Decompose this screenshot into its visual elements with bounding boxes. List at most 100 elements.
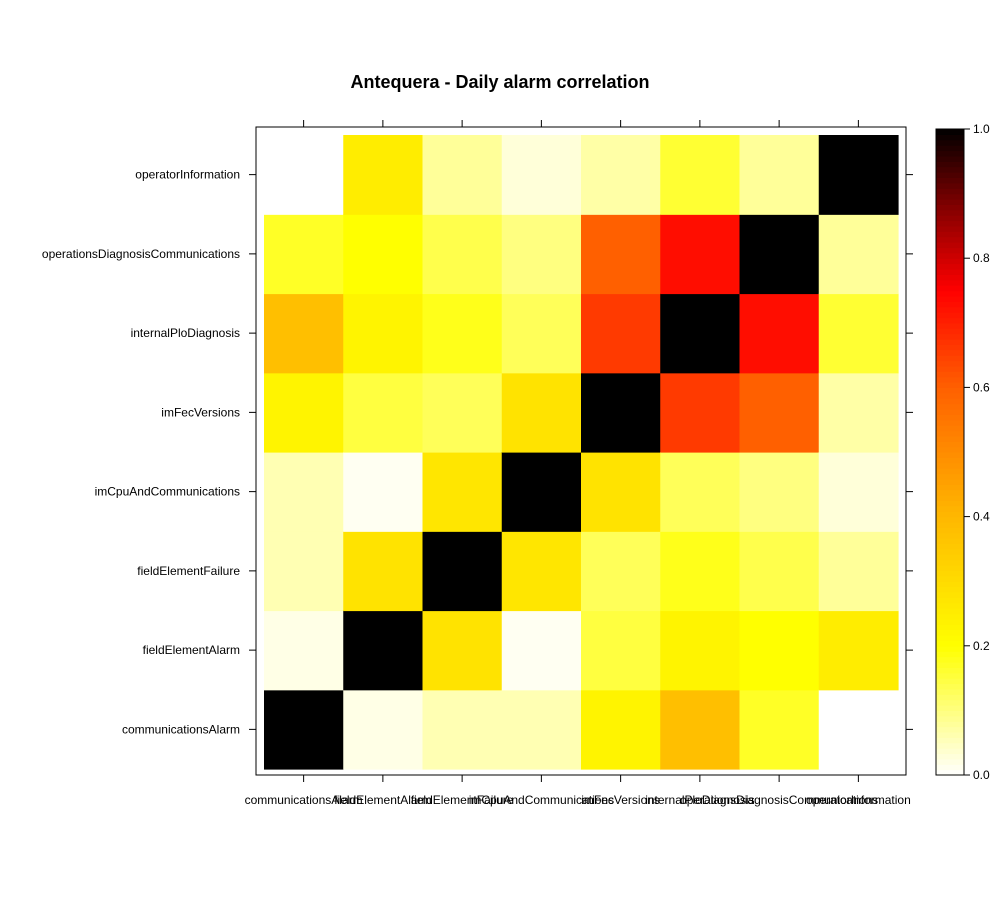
heatmap-cell bbox=[501, 689, 582, 770]
heatmap-cell bbox=[581, 372, 661, 453]
colorbar-swatch bbox=[936, 306, 964, 313]
colorbar-swatch bbox=[936, 602, 964, 609]
heatmap-cell bbox=[818, 293, 899, 374]
colorbar-swatch bbox=[936, 290, 964, 297]
colorbar-swatch bbox=[936, 322, 964, 329]
colorbar-tick-label: 0.0 bbox=[973, 768, 990, 782]
colorbar-swatch bbox=[936, 301, 964, 308]
heatmap-cell bbox=[739, 293, 820, 374]
colorbar-swatch bbox=[936, 204, 964, 211]
colorbar-tick-label: 0.2 bbox=[973, 639, 990, 653]
colorbar-swatch bbox=[936, 382, 964, 388]
colorbar-swatch bbox=[936, 134, 964, 141]
plot-frame bbox=[255, 126, 907, 776]
heatmap-cell bbox=[264, 531, 344, 612]
heatmap-cell bbox=[343, 214, 424, 295]
colorbar-swatch bbox=[936, 731, 964, 738]
chart-title: Antequera - Daily alarm correlation bbox=[350, 72, 649, 92]
colorbar-swatch bbox=[936, 769, 964, 776]
colorbar-swatch bbox=[936, 548, 964, 555]
colorbar-swatch bbox=[936, 688, 964, 695]
colorbar-swatch bbox=[936, 376, 964, 383]
colorbar-swatch bbox=[936, 618, 964, 625]
colorbar-swatch bbox=[936, 570, 964, 577]
heatmap-cell bbox=[739, 452, 820, 532]
colorbar-swatch bbox=[936, 333, 964, 340]
colorbar-swatch bbox=[936, 236, 964, 243]
colorbar-swatch bbox=[936, 656, 964, 663]
colorbar-swatch bbox=[936, 145, 964, 152]
colorbar-swatch bbox=[936, 683, 964, 690]
heatmap-cell bbox=[581, 214, 661, 295]
colorbar-swatch bbox=[936, 263, 964, 270]
colorbar-swatch bbox=[936, 387, 964, 394]
heatmap-cell bbox=[818, 214, 899, 295]
colorbar-swatch bbox=[936, 597, 964, 604]
colorbar-swatch bbox=[936, 166, 964, 173]
heatmap-cell bbox=[501, 531, 582, 612]
colorbar-swatch bbox=[936, 575, 964, 582]
colorbar-swatch bbox=[936, 651, 964, 658]
heatmap-cell bbox=[818, 452, 899, 532]
heatmap-cell bbox=[739, 531, 820, 612]
heatmap-cell bbox=[660, 452, 741, 532]
x-tick-label: communicationsAlarm bbox=[245, 793, 363, 807]
heatmap-cell bbox=[818, 689, 899, 770]
colorbar-tick-label: 0.6 bbox=[973, 380, 990, 394]
heatmap-cell bbox=[264, 452, 344, 532]
colorbar-swatch bbox=[936, 586, 964, 593]
x-tick-label: fieldElementAlarm bbox=[334, 793, 431, 807]
colorbar-swatch bbox=[936, 371, 964, 378]
colorbar-swatch bbox=[936, 742, 964, 749]
y-tick-label: fieldElementAlarm bbox=[143, 643, 240, 657]
colorbar-swatch bbox=[936, 295, 964, 302]
y-tick-label: communicationsAlarm bbox=[122, 722, 240, 736]
heatmap-cell bbox=[264, 689, 344, 770]
heatmap-cell bbox=[264, 214, 344, 295]
colorbar-swatch bbox=[936, 312, 964, 319]
colorbar-swatch bbox=[936, 215, 964, 222]
colorbar-swatch bbox=[936, 328, 964, 335]
y-tick-label: fieldElementFailure bbox=[137, 564, 240, 578]
colorbar-swatch bbox=[936, 613, 964, 620]
colorbar-swatch bbox=[936, 392, 964, 399]
colorbar-frame bbox=[935, 128, 965, 776]
colorbar-swatch bbox=[936, 430, 964, 437]
colorbar-swatch bbox=[936, 193, 964, 200]
colorbar-swatch bbox=[936, 661, 964, 668]
heatmap-cell bbox=[581, 452, 661, 532]
x-axis-labels: communicationsAlarmfieldElementAlarmfiel… bbox=[245, 793, 911, 807]
colorbar-swatch bbox=[936, 748, 964, 755]
colorbar-swatch bbox=[936, 516, 964, 523]
colorbar-swatch bbox=[936, 279, 964, 286]
colorbar-swatch bbox=[936, 177, 964, 184]
colorbar-swatch bbox=[936, 285, 964, 292]
x-tick-label: fieldElementFailure bbox=[411, 793, 514, 807]
y-tick-label: imFecVersions bbox=[161, 405, 240, 419]
axis-ticks bbox=[249, 120, 913, 782]
colorbar-swatch bbox=[936, 258, 964, 265]
colorbar-swatch bbox=[936, 468, 964, 475]
colorbar-swatch bbox=[936, 764, 964, 771]
colorbar-swatch bbox=[936, 452, 964, 458]
x-tick-label: imCpuAndCommunications bbox=[469, 793, 614, 807]
heatmap-cell bbox=[422, 610, 503, 691]
colorbar-swatch bbox=[936, 247, 964, 254]
colorbar-swatch bbox=[936, 500, 964, 507]
heatmap-cell bbox=[343, 372, 424, 453]
colorbar-swatch bbox=[936, 172, 964, 179]
colorbar-swatch bbox=[936, 435, 964, 442]
colorbar-swatch bbox=[936, 753, 964, 760]
colorbar-swatch bbox=[936, 188, 964, 195]
heatmap-cell bbox=[660, 372, 741, 453]
y-tick-label: imCpuAndCommunications bbox=[95, 485, 240, 499]
heatmap-cell bbox=[739, 689, 820, 770]
heatmap-cell bbox=[501, 293, 582, 374]
colorbar-swatch bbox=[936, 640, 964, 647]
colorbar-swatch bbox=[936, 274, 964, 281]
colorbar-swatch bbox=[936, 462, 964, 469]
colorbar-swatch bbox=[936, 726, 964, 733]
colorbar-swatch bbox=[936, 672, 964, 679]
heatmap-cell bbox=[501, 214, 582, 295]
colorbar-swatch bbox=[936, 225, 964, 232]
